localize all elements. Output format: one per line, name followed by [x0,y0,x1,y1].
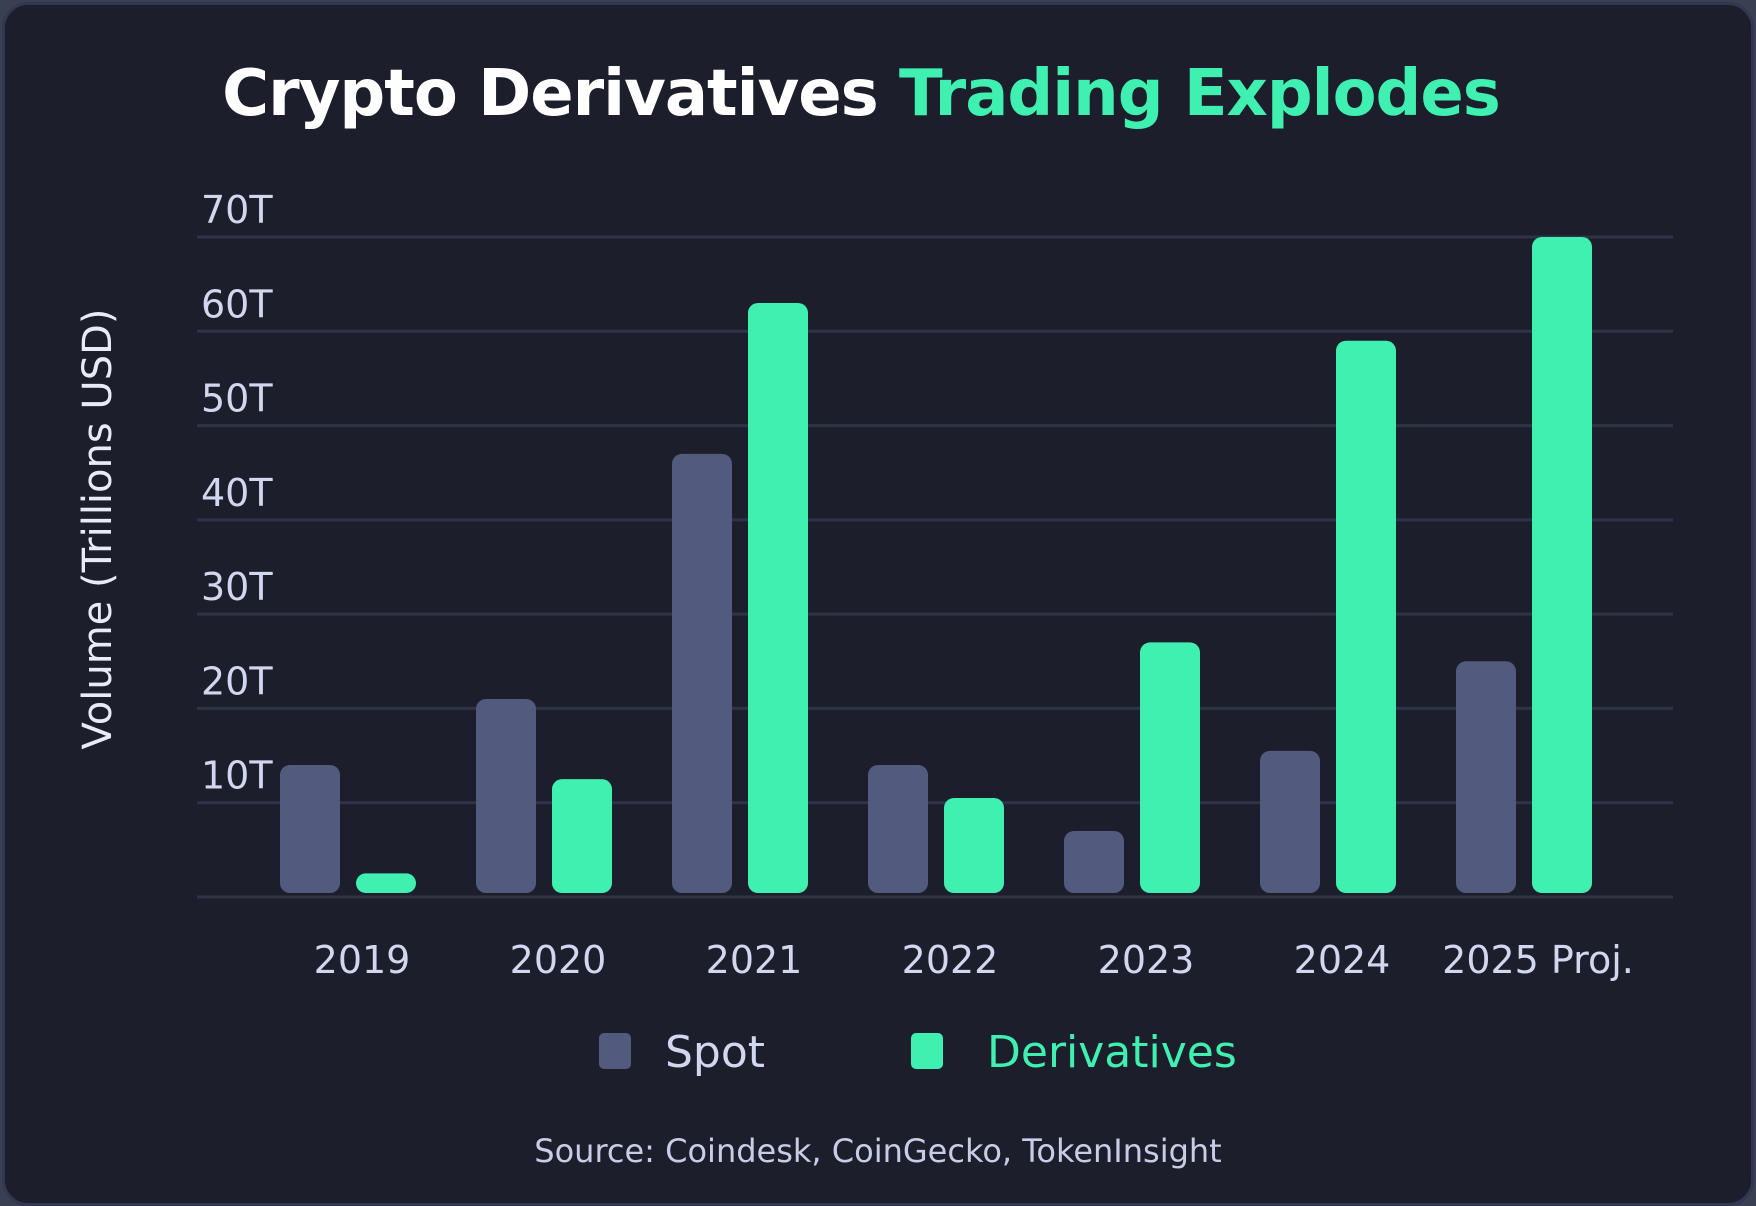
bar-derivatives-2021 [748,303,808,893]
legend-swatch-spot [599,1033,631,1069]
bar-derivatives-2019 [356,873,416,893]
bar-spot-2019 [280,765,340,893]
bar-derivatives-2023 [1140,642,1200,893]
bar-derivatives-2020 [552,779,612,893]
bar-spot-2024 [1260,750,1320,893]
y-tick-label: 20T [201,659,273,703]
y-tick-label: 50T [201,377,273,421]
chart-plot: 10T 20T 30T 40T 50T 60T 70T Volume (Trillions U… [75,188,1673,1078]
bar-spot-2025 [1456,661,1516,893]
bar-derivatives-2025 [1532,237,1592,893]
legend-swatch-derivatives [911,1033,943,1069]
y-tick-label: 30T [201,565,273,609]
bar-derivatives-2022 [944,798,1004,893]
bar-spot-2020 [476,699,536,893]
bar-derivatives-2024 [1336,340,1396,893]
y-tick-label: 60T [201,282,273,326]
x-tick-label: 2025 Proj. [1442,938,1634,982]
y-axis-label: Volume (Trillions USD) [75,309,121,750]
x-tick-label: 2019 [314,938,411,982]
x-tick-label: 2020 [510,938,607,982]
y-tick-label: 10T [201,754,273,798]
bar-spot-2021 [672,453,732,893]
bar-spot-2023 [1064,831,1124,893]
title-main: Crypto Derivatives [222,57,879,131]
y-tick-label: 70T [201,188,273,232]
chart-title: Crypto Derivatives Trading Explodes [5,57,1717,131]
bar-spot-2022 [868,765,928,893]
x-tick-label: 2021 [706,938,803,982]
y-tick-label: 40T [201,471,273,515]
x-tick-label: 2023 [1098,938,1195,982]
legend-label-spot: Spot [665,1027,765,1078]
x-tick-label: 2022 [902,938,999,982]
source-note: Source: Coindesk, CoinGecko, TokenInsigh… [534,1132,1222,1170]
x-tick-label: 2024 [1294,938,1391,982]
legend-label-derivatives: Derivatives [987,1027,1237,1078]
title-accent: Trading Explodes [899,57,1501,131]
